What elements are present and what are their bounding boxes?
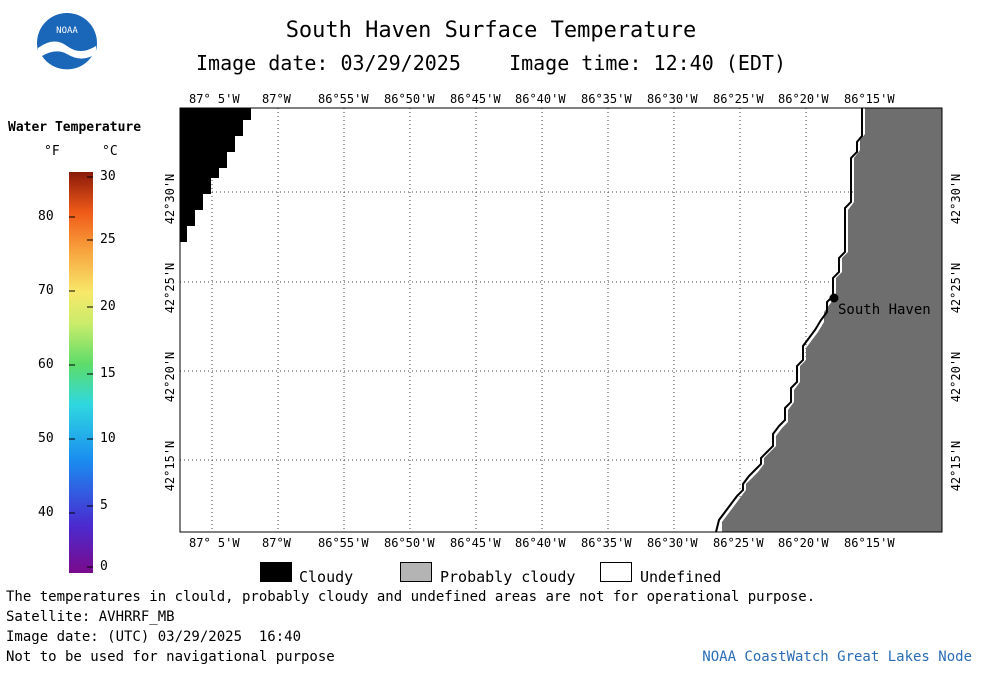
lon-label-bottom: 87° 5'W [189,536,240,550]
lat-label-right: 42°20'N [949,351,963,403]
lon-label-top: 86°15'W [844,92,895,106]
legend-swatch-undefined [600,562,632,582]
legend-label-probably-cloudy: Probably cloudy [440,568,576,586]
image-subtitle: Image date: 03/29/2025 Image time: 12:40… [0,51,982,75]
lon-label-top: 86°30'W [647,92,698,106]
land-area [722,108,942,532]
image-date: Image date: 03/29/2025 [195,51,461,75]
lat-label-right: 42°25'N [949,262,963,314]
lon-label-top: 86°25'W [713,92,764,106]
lat-label-left: 42°20'N [163,351,177,403]
lon-label-bottom: 86°30'W [647,536,698,550]
footer-nav-warning: Not to be used for navigational purpose [6,649,335,665]
c-tick-25: 25 [100,232,116,247]
c-tick-0: 0 [100,559,108,574]
lon-label-bottom: 87°W [262,536,291,550]
c-tick-20: 20 [100,299,116,314]
lon-label-top: 86°55'W [318,92,369,106]
lon-label-bottom: 86°20'W [778,536,829,550]
f-tick-60: 60 [38,357,54,372]
lon-label-top: 86°20'W [778,92,829,106]
map-frame [180,108,942,532]
lat-label-right: 42°15'N [949,440,963,492]
cloud-area [180,108,251,242]
lat-label-right: 42°30'N [949,173,963,225]
legend-swatch-cloudy [260,562,292,582]
c-tick-5: 5 [100,498,108,513]
lon-label-bottom: 86°45'W [450,536,501,550]
lon-label-top: 87° 5'W [189,92,240,106]
legend-label-undefined: Undefined [640,568,722,586]
lon-label-top: 86°50'W [384,92,435,106]
lon-label-top: 86°35'W [581,92,632,106]
legend-label-cloudy: Cloudy [299,568,354,586]
logo-text: NOAA [56,26,78,36]
footer-satellite: Satellite: AVHRRF_MB [6,609,175,625]
page-title: South Haven Surface Temperature [285,18,697,43]
credit-link[interactable]: NOAA CoastWatch Great Lakes Node [702,649,972,665]
noaa-logo: NOAA [36,12,98,75]
shoreline [715,108,863,533]
lon-label-top: 86°45'W [450,92,501,106]
map-grid [180,108,942,532]
lon-label-bottom: 86°50'W [384,536,435,550]
lon-label-bottom: 86°15'W [844,536,895,550]
lon-label-bottom: 86°40'W [515,536,566,550]
place-label: South Haven [838,302,931,318]
legend-swatch-probably-cloudy [400,562,432,582]
scale-title: Water Temperature [8,120,142,135]
unit-celsius: °C [102,144,118,159]
lon-label-top: 86°40'W [515,92,566,106]
lon-label-bottom: 86°55'W [318,536,369,550]
lat-label-left: 42°25'N [163,262,177,314]
lon-label-bottom: 86°35'W [581,536,632,550]
f-tick-50: 50 [38,431,54,446]
c-tick-10: 10 [100,431,116,446]
f-tick-70: 70 [38,283,54,298]
f-tick-80: 80 [38,209,54,224]
lon-label-bottom: 86°25'W [713,536,764,550]
map-border [179,107,943,533]
c-tick-30: 30 [100,169,116,184]
lat-label-left: 42°15'N [163,440,177,492]
lat-label-left: 42°30'N [163,173,177,225]
image-time: Image time: 12:40 (EDT) [509,51,787,75]
lon-label-top: 87°W [262,92,291,106]
unit-fahrenheit: °F [44,144,60,159]
footer-utc-date: Image date: (UTC) 03/29/2025 16:40 [6,629,302,645]
f-tick-40: 40 [38,505,54,520]
c-tick-15: 15 [100,366,116,381]
temperature-color-bar [69,172,93,573]
footer-note: The temperatures in clould, probably clo… [6,589,816,605]
